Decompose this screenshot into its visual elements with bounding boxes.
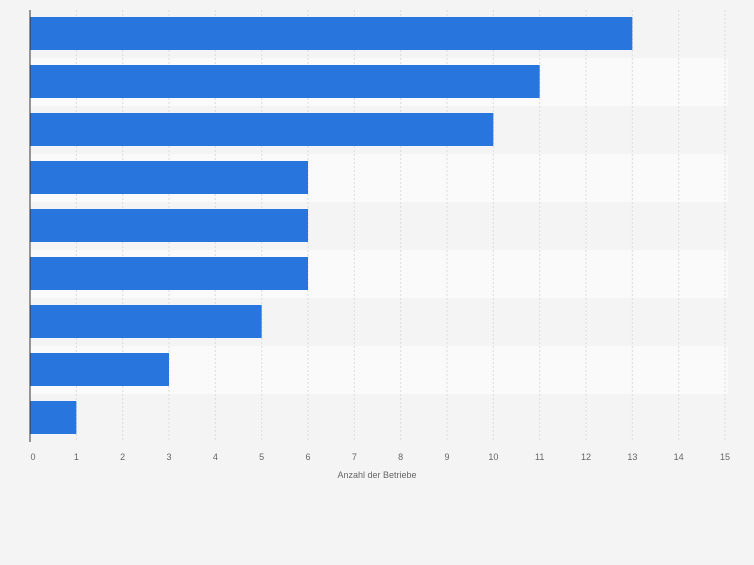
x-tick-label: 14 (674, 452, 684, 462)
x-tick-label: 11 (535, 452, 544, 462)
x-tick-label: 12 (581, 452, 591, 462)
bar (30, 17, 633, 50)
bar (30, 305, 262, 338)
bars (30, 17, 633, 434)
bar (30, 257, 308, 290)
bar (30, 353, 169, 386)
x-tick-label: 13 (627, 452, 637, 462)
bar (30, 401, 77, 434)
row-band (30, 394, 728, 442)
bar (30, 161, 308, 194)
bar (30, 209, 308, 242)
bar (30, 113, 494, 146)
x-tick-label: 3 (166, 452, 171, 462)
x-tick-label: 9 (444, 452, 449, 462)
x-tick-labels: 0 1 2 3 4 5 6 7 8 9 10 11 12 13 14 15 (30, 452, 730, 462)
x-tick-label: 2 (120, 452, 125, 462)
x-tick-label: 7 (352, 452, 357, 462)
x-tick-label: 6 (305, 452, 310, 462)
x-tick-label: 10 (488, 452, 498, 462)
x-tick-label: 5 (259, 452, 264, 462)
x-tick-label: 4 (213, 452, 218, 462)
x-tick-label: 8 (398, 452, 403, 462)
x-tick-label: 0 (30, 452, 35, 462)
x-tick-label: 1 (74, 452, 79, 462)
x-tick-label: 15 (720, 452, 730, 462)
x-axis-label: Anzahl der Betriebe (337, 470, 416, 480)
bar (30, 65, 540, 98)
